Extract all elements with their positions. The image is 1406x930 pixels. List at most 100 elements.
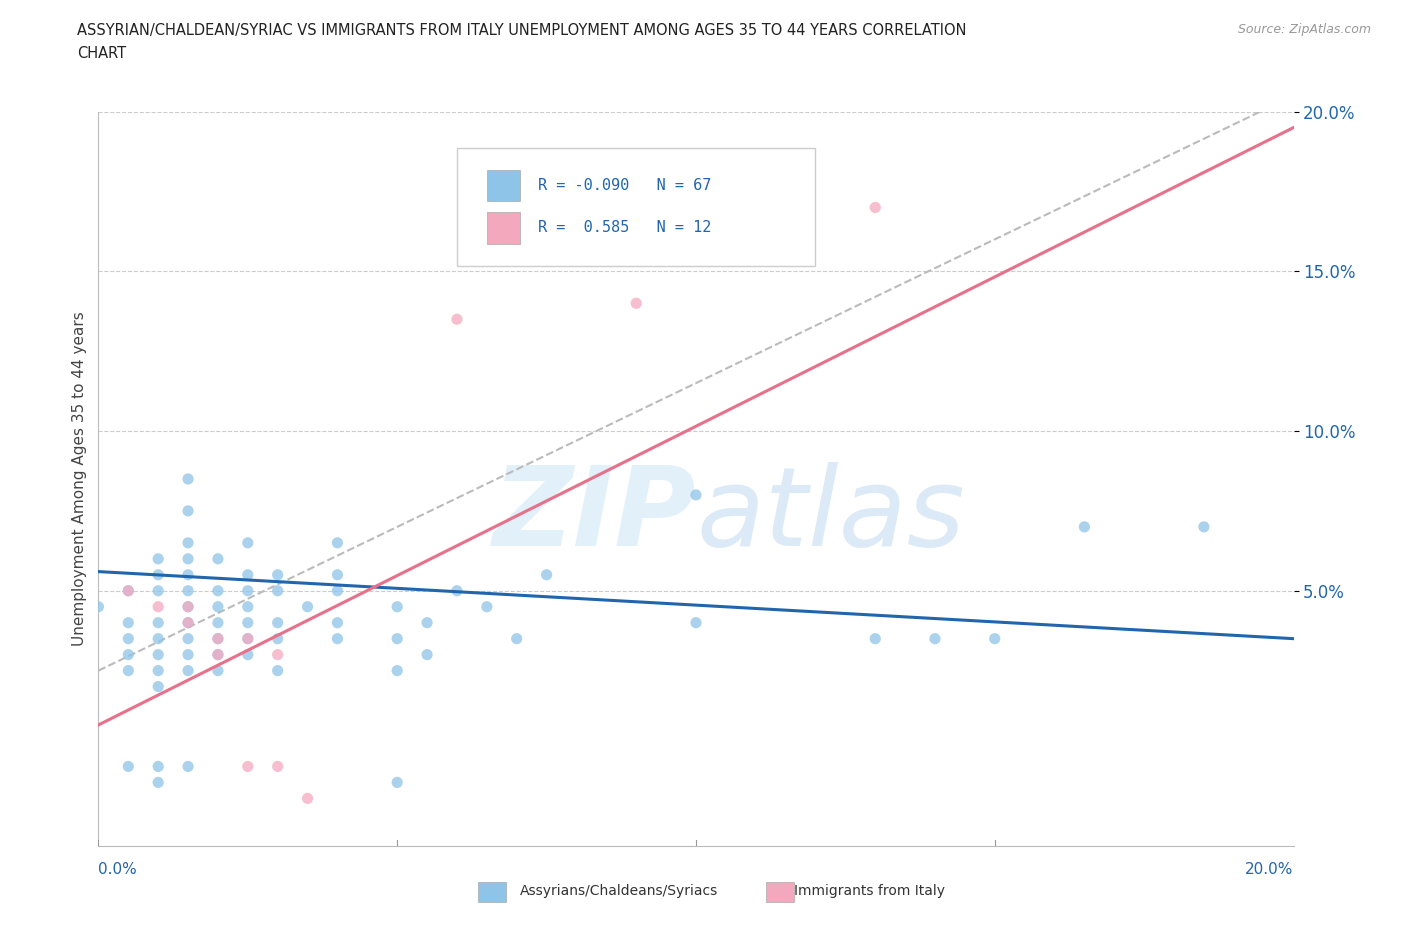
Point xyxy=(446,583,468,598)
Text: Source: ZipAtlas.com: Source: ZipAtlas.com xyxy=(1237,23,1371,36)
Point xyxy=(148,599,170,614)
Point xyxy=(177,536,200,551)
Text: atlas: atlas xyxy=(696,462,965,569)
Point xyxy=(865,200,887,215)
Point xyxy=(207,647,229,662)
Point xyxy=(385,599,409,614)
Point xyxy=(148,775,170,790)
Point xyxy=(326,567,349,582)
Text: Immigrants from Italy: Immigrants from Italy xyxy=(794,884,945,898)
Bar xyxy=(486,212,520,244)
Point xyxy=(148,631,170,646)
Point xyxy=(1073,520,1095,535)
Point xyxy=(984,631,1007,646)
Point xyxy=(177,583,200,598)
Point xyxy=(177,503,200,518)
Point xyxy=(236,616,259,631)
Point xyxy=(297,599,319,614)
Point xyxy=(177,616,200,631)
Point xyxy=(685,616,707,631)
Text: Assyrians/Chaldeans/Syriacs: Assyrians/Chaldeans/Syriacs xyxy=(520,884,718,898)
Point xyxy=(117,631,139,646)
Point xyxy=(177,631,200,646)
Point xyxy=(117,647,139,662)
Point xyxy=(177,616,200,631)
Point xyxy=(177,599,200,614)
Text: R =  0.585   N = 12: R = 0.585 N = 12 xyxy=(538,220,711,235)
Text: 20.0%: 20.0% xyxy=(1246,862,1294,877)
Point xyxy=(177,759,200,774)
Point xyxy=(87,599,110,614)
Point xyxy=(924,631,946,646)
Bar xyxy=(486,169,520,201)
Point xyxy=(177,663,200,678)
Point xyxy=(207,551,229,566)
Point xyxy=(148,583,170,598)
Point xyxy=(236,647,259,662)
Point xyxy=(1192,520,1215,535)
Text: ZIP: ZIP xyxy=(492,462,696,569)
Point xyxy=(207,631,229,646)
Point xyxy=(207,647,229,662)
Point xyxy=(267,583,290,598)
Point xyxy=(446,312,468,326)
Point xyxy=(148,759,170,774)
Point xyxy=(117,759,139,774)
Point xyxy=(267,567,290,582)
Point xyxy=(148,567,170,582)
Point xyxy=(177,647,200,662)
Point xyxy=(117,583,139,598)
Point xyxy=(685,487,707,502)
Point xyxy=(207,583,229,598)
Point xyxy=(207,616,229,631)
Y-axis label: Unemployment Among Ages 35 to 44 years: Unemployment Among Ages 35 to 44 years xyxy=(72,312,87,646)
Point xyxy=(236,631,259,646)
Text: CHART: CHART xyxy=(77,46,127,61)
Text: R = -0.090   N = 67: R = -0.090 N = 67 xyxy=(538,178,711,193)
Point xyxy=(416,616,439,631)
Point xyxy=(207,631,229,646)
Point xyxy=(236,599,259,614)
Point xyxy=(236,536,259,551)
Point xyxy=(236,759,259,774)
Point xyxy=(297,790,319,805)
Point xyxy=(267,616,290,631)
Point xyxy=(326,583,349,598)
Point xyxy=(416,647,439,662)
Point xyxy=(177,551,200,566)
Point xyxy=(385,775,409,790)
Point xyxy=(117,616,139,631)
Point xyxy=(326,616,349,631)
Point xyxy=(267,663,290,678)
Point xyxy=(475,599,498,614)
Point xyxy=(326,631,349,646)
Point xyxy=(148,663,170,678)
Point xyxy=(148,616,170,631)
Point xyxy=(626,296,648,311)
FancyBboxPatch shape xyxy=(457,149,815,266)
Point xyxy=(148,647,170,662)
Point xyxy=(385,663,409,678)
Point xyxy=(177,472,200,486)
Point xyxy=(267,759,290,774)
Point xyxy=(207,599,229,614)
Point xyxy=(207,663,229,678)
Point xyxy=(236,583,259,598)
Text: ASSYRIAN/CHALDEAN/SYRIAC VS IMMIGRANTS FROM ITALY UNEMPLOYMENT AMONG AGES 35 TO : ASSYRIAN/CHALDEAN/SYRIAC VS IMMIGRANTS F… xyxy=(77,23,967,38)
Point xyxy=(326,536,349,551)
Point xyxy=(177,567,200,582)
Point xyxy=(117,663,139,678)
Point xyxy=(385,631,409,646)
Point xyxy=(865,631,887,646)
Point xyxy=(267,647,290,662)
Point xyxy=(536,567,558,582)
Text: 0.0%: 0.0% xyxy=(98,862,138,877)
Point xyxy=(177,599,200,614)
Point xyxy=(267,631,290,646)
Point xyxy=(117,583,139,598)
Point xyxy=(236,631,259,646)
Point xyxy=(148,551,170,566)
Point xyxy=(506,631,529,646)
Point xyxy=(148,679,170,694)
Point xyxy=(236,567,259,582)
